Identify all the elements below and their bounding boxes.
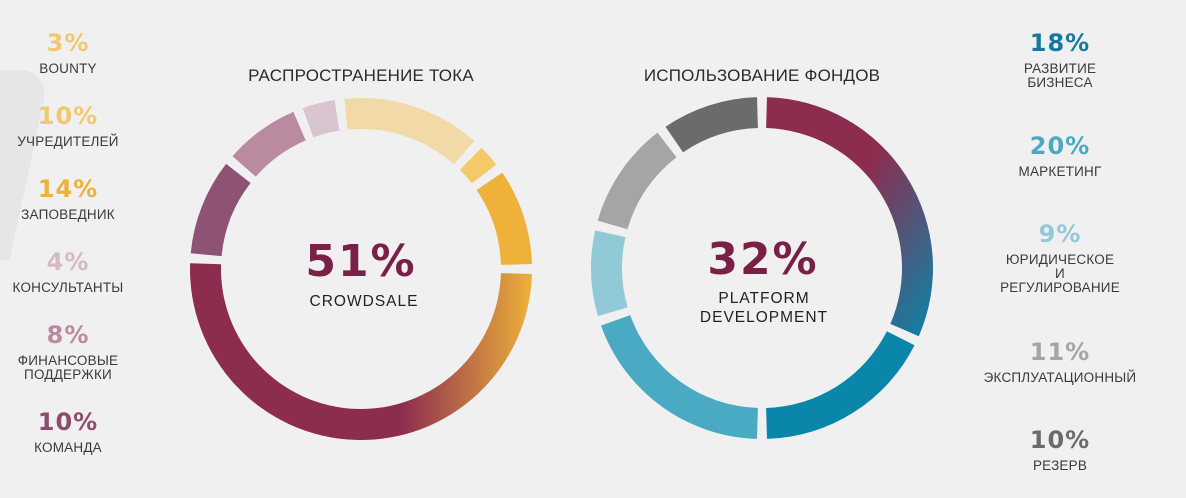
legend-item-bounty: 3% BOUNTY [0,30,136,76]
legend-item-legal: 9% ЮРИДИЧЕСКОЕ И РЕГУЛИРОВАНИЕ [975,221,1145,295]
legend-label: КОМАНДА [34,440,102,455]
token-distribution-title: РАСПРОСТРАНЕНИЕ ТОКА [248,66,474,85]
legend-item-operational: 11% ЭКСПЛУАТАЦИОННЫЙ [975,339,1145,385]
donut-slice-консультанты [302,100,340,138]
legend-label: МАРКЕТИНГ [1018,164,1102,179]
funds-usage-donut [591,97,933,439]
donut-slice-резерв [665,97,758,153]
token-center-value: 51% [305,236,416,287]
funds-center-value: 32% [707,234,818,285]
legend-label: ФИНАНСОВЫЕ ПОДДЕРЖКИ [17,353,119,382]
legend-item-reserve: 14% ЗАПОВЕДНИК [0,176,136,222]
legend-pct: 4% [46,248,90,276]
legend-item-advisors: 4% КОНСУЛЬТАНТЫ [0,249,136,295]
legend-label: КОНСУЛЬТАНТЫ [12,280,124,295]
legend-pct: 10% [37,408,99,436]
donut-slice-финансовые-поддержки [232,111,306,177]
legend-label: УЧРЕДИТЕЛЕЙ [17,134,119,149]
legend-label: ЮРИДИЧЕСКОЕ И РЕГУЛИРОВАНИЕ [1000,252,1120,295]
donut-slice-эксплуатационный [597,132,677,230]
legend-pct: 9% [1038,220,1082,248]
legend-pct: 8% [46,321,90,349]
token-distribution-donut [189,98,532,441]
legend-pct: 10% [37,102,99,130]
token-center-label: CROWDSALE [310,293,419,310]
legend-label: РАЗВИТИЕ БИЗНЕСА [1023,61,1097,90]
legend-pct: 20% [1029,132,1091,160]
legend-item-founders: 10% УЧРЕДИТЕЛЕЙ [0,103,136,149]
funds-center-label-line: PLATFORM [718,290,809,307]
legend-label: ЗАПОВЕДНИК [21,207,115,222]
funds-center-label-line: DEVELOPMENT [700,309,828,326]
legend-pct: 14% [37,175,99,203]
legend-item-reserve-funds: 10% РЕЗЕРВ [975,427,1145,473]
donut-slice-crowdsale [189,263,532,441]
legend-item-financial-support: 8% ФИНАНСОВЫЕ ПОДДЕРЖКИ [0,322,136,382]
legend-item-marketing: 20% МАРКЕТИНГ [975,133,1145,179]
donut-slice-развитие-бизнеса [766,331,915,439]
funds-usage-title: ИСПОЛЬЗОВАНИЕ ФОНДОВ [643,66,881,85]
legend-label: BOUNTY [39,61,97,76]
donut-slice-заповедник [344,98,475,165]
donut-slice-юридическое-и-регулирование [591,230,628,317]
legend-item-business-development: 18% РАЗВИТИЕ БИЗНЕСА [975,30,1145,90]
donut-slice-учредителей [476,172,532,265]
donut-slice-bounty [459,147,497,184]
legend-pct: 10% [1029,426,1091,454]
donut-slice-команда [190,163,251,257]
legend-pct: 18% [1029,29,1091,57]
legend-label: ЭКСПЛУАТАЦИОННЫЙ [983,370,1137,385]
donut-slice-platform-development [766,97,933,337]
legend-pct: 11% [1029,338,1091,366]
legend-item-team: 10% КОМАНДА [0,409,136,455]
legend-label: РЕЗЕРВ [1032,458,1088,473]
funds-center-label: PLATFORM DEVELOPMENT [700,290,828,326]
donut-slice-маркетинг [600,315,758,439]
legend-pct: 3% [46,29,90,57]
